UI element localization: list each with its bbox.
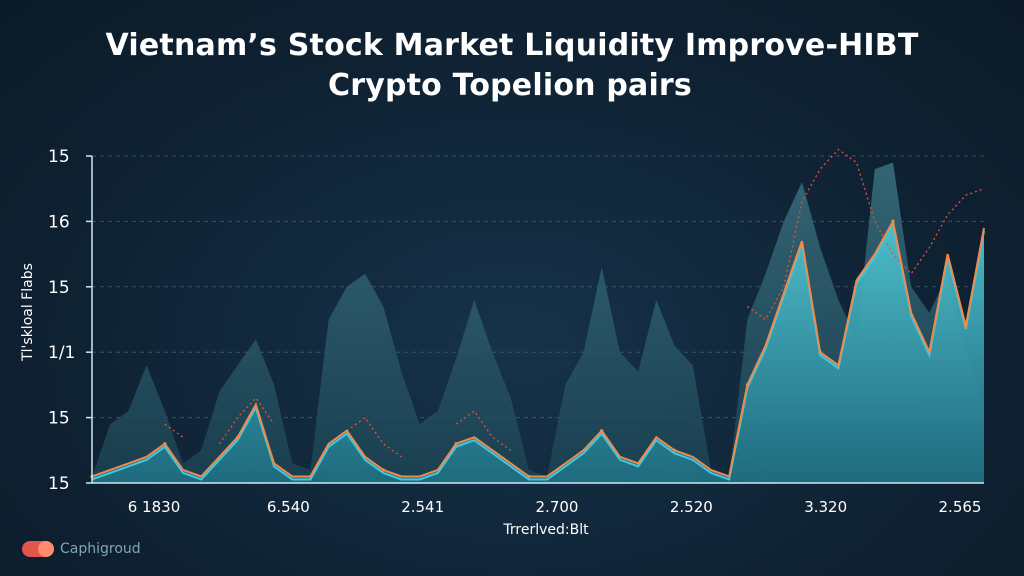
axes xyxy=(86,155,984,484)
data-point xyxy=(600,429,604,433)
x-tick-label: 2.565 xyxy=(939,498,982,516)
x-tick-label: 3.320 xyxy=(804,498,847,516)
y-axis-label: Tl'skloal Flabs xyxy=(20,263,36,362)
data-point xyxy=(381,468,385,472)
data-point xyxy=(891,219,895,223)
x-tick-label: 2.541 xyxy=(401,498,444,516)
brand-name: Caphigroud xyxy=(60,541,141,557)
data-point xyxy=(818,350,822,354)
x-tick-label: 6.540 xyxy=(267,498,310,516)
y-tick-label: 16 xyxy=(48,212,70,232)
data-point xyxy=(527,474,531,479)
data-point xyxy=(163,442,167,446)
cyan-series-line xyxy=(91,221,985,481)
foreground-area-series xyxy=(92,221,984,483)
data-point xyxy=(308,474,313,479)
x-tick-label: 6 1830 xyxy=(128,498,181,516)
areas xyxy=(92,162,984,484)
orange-series-line xyxy=(91,218,985,478)
chart-title-line-1: Vietnam’s Stock Market Liquidity Improve… xyxy=(105,28,919,63)
tick-labels: 15 15 1/1 15 16 15 6 1830 6.540 2.541 2.700 2.520 3… xyxy=(48,147,981,516)
data-point xyxy=(454,442,458,446)
dotted-red-series-line xyxy=(164,148,985,458)
x-tick-label: 2.520 xyxy=(670,498,713,516)
data-point xyxy=(745,383,749,387)
y-tick-label: 15 xyxy=(48,474,70,494)
y-tick-label: 15 xyxy=(48,278,70,298)
chart-title-line-2: Crypto Topelion pairs xyxy=(328,68,692,103)
brand-logo: Caphigroud xyxy=(22,541,141,557)
y-tick-label: 15 xyxy=(48,147,70,167)
brand-icon xyxy=(22,541,54,557)
data-point xyxy=(672,448,677,452)
data-point xyxy=(236,435,240,439)
y-tick-label: 15 xyxy=(48,409,70,429)
x-tick-label: 2.700 xyxy=(536,498,579,516)
y-tick-label: 1/1 xyxy=(48,343,75,363)
lines xyxy=(90,148,985,481)
data-point xyxy=(964,324,968,328)
x-axis-label: Trrerlved:Blt xyxy=(502,522,589,538)
